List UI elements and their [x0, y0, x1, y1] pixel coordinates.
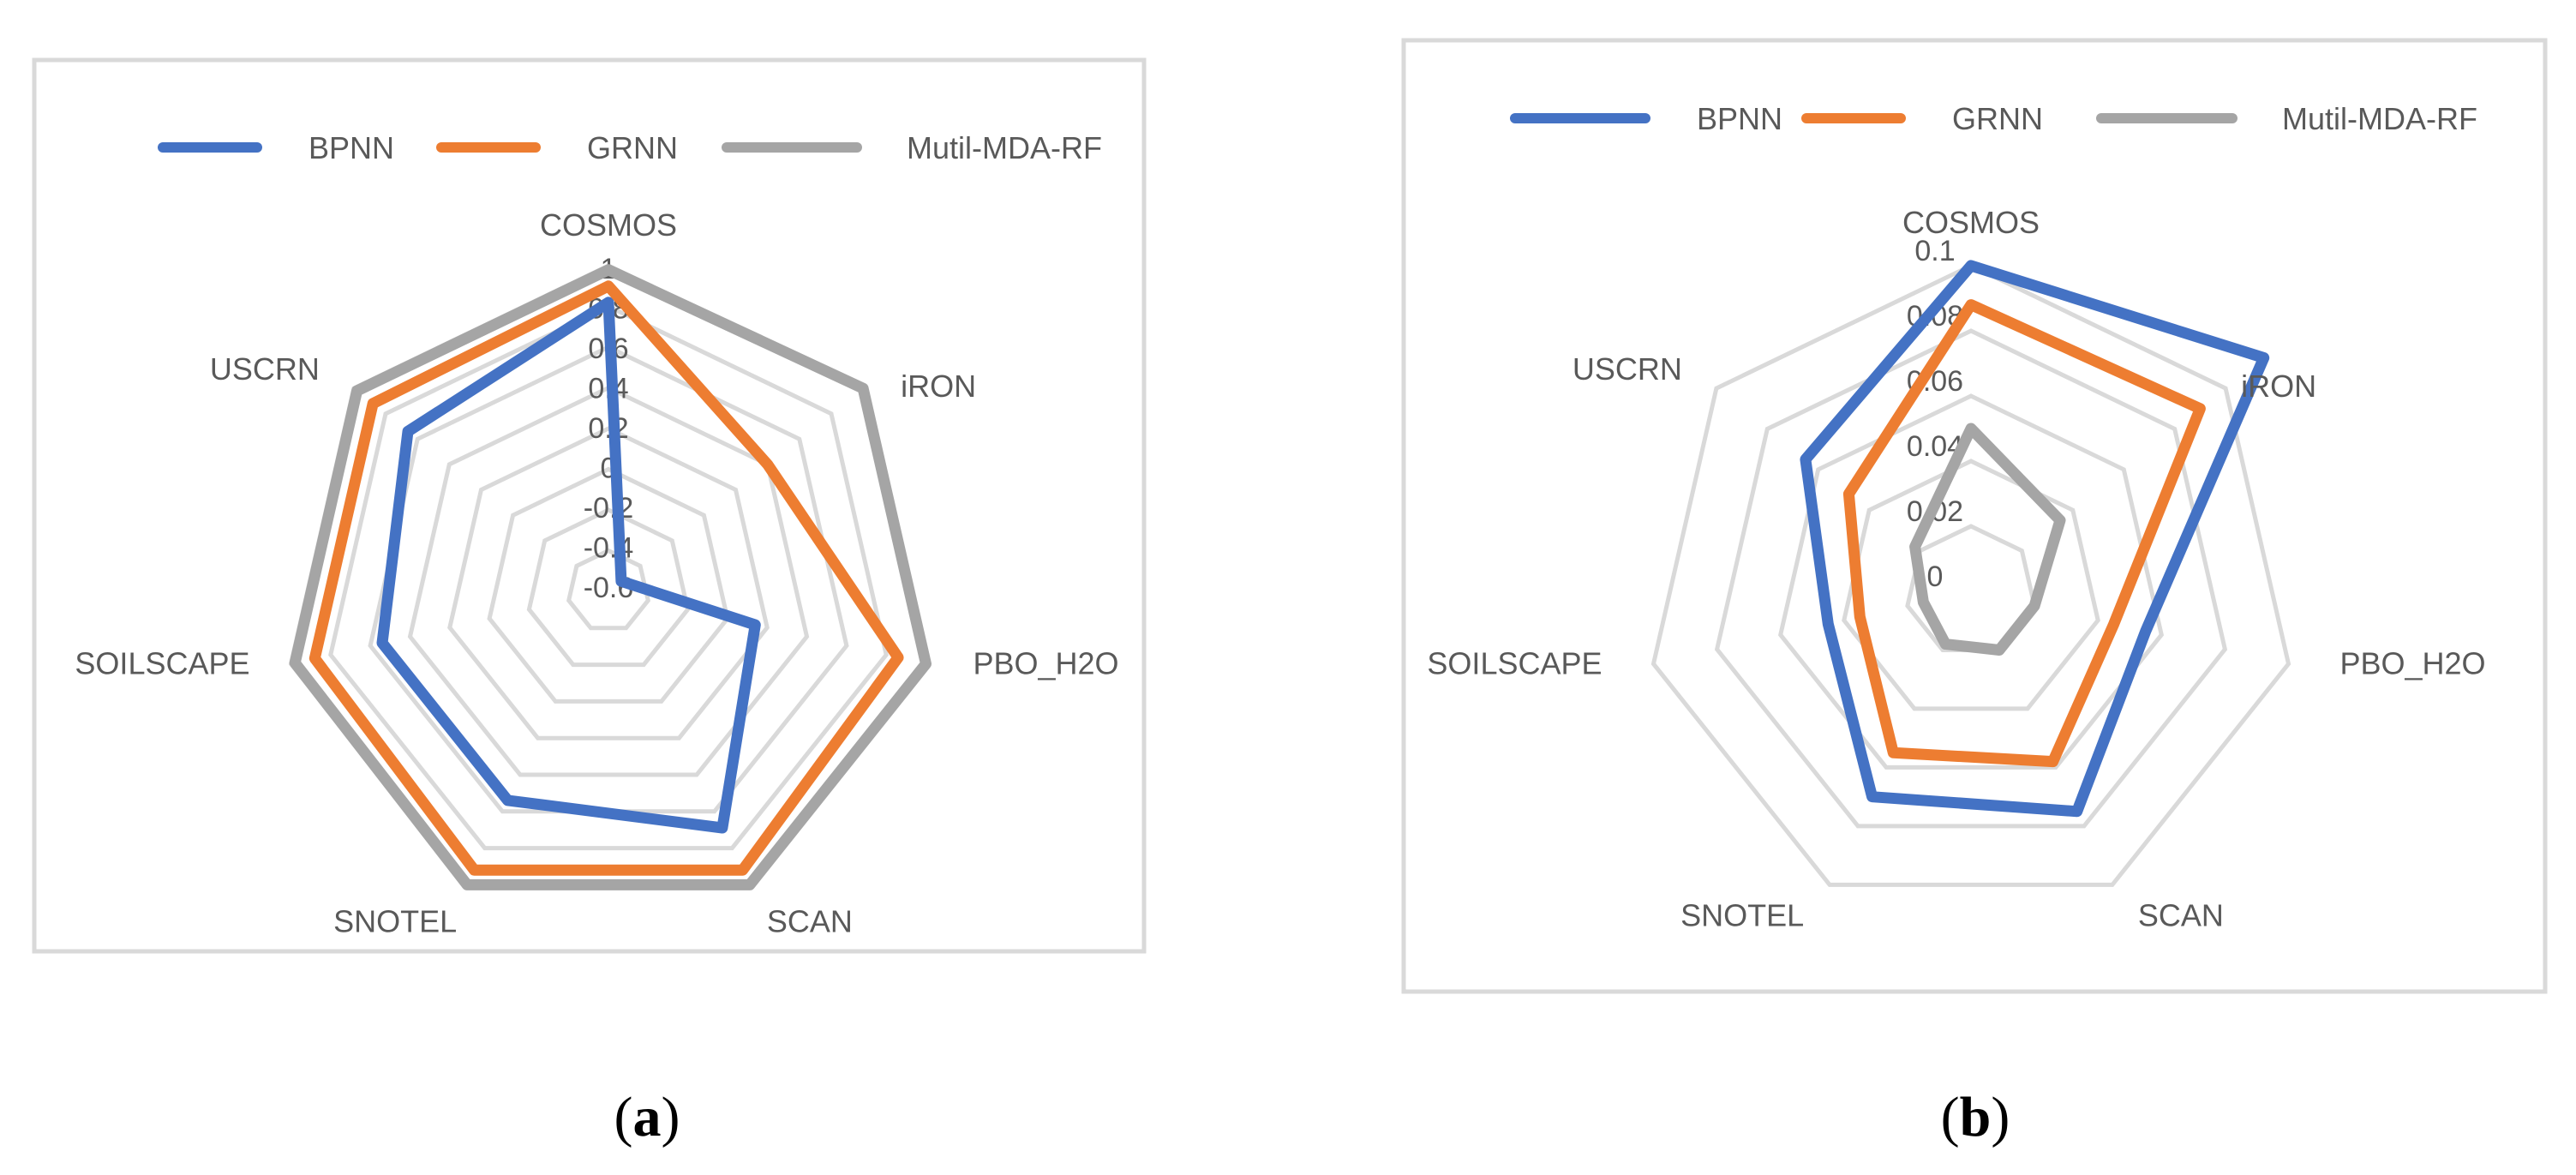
legend-label: Mutil-MDA-RF [907, 130, 1102, 165]
grid-ring [328, 303, 889, 851]
category-label: SCAN [767, 903, 853, 938]
radial-tick-label: 0 [1927, 561, 1944, 593]
legend-label: BPNN [309, 130, 394, 165]
series-line-mutil-mda-rf [1909, 423, 2066, 656]
series-line-grnn [309, 280, 904, 876]
category-label: PBO_H2O [2339, 646, 2485, 681]
panel-caption: (b) [1941, 1086, 2010, 1148]
category-label: SNOTEL [333, 903, 457, 938]
series-line-mutil-mda-rf [289, 264, 932, 890]
legend-label: GRNN [587, 130, 678, 165]
panel-frame [32, 57, 1147, 954]
category-label: SOILSCAPE [1427, 646, 1602, 681]
series-line-grnn [1842, 299, 2206, 768]
grid-ring [407, 385, 810, 777]
radar-panel-b: 0.10.080.060.040.020COSMOSiRONPBO_H2OSCA… [1401, 38, 2548, 1148]
grid-ring [1842, 459, 2100, 711]
radial-tick-label: -0.2 [584, 492, 634, 525]
legend-label: Mutil-MDA-RF [2282, 101, 2477, 136]
category-label: SNOTEL [1680, 897, 1804, 932]
category-label: SCAN [2138, 897, 2224, 932]
category-label: iRON [901, 369, 976, 404]
category-label: COSMOS [540, 207, 677, 243]
series-line-bpnn [1800, 260, 2270, 818]
category-label: SOILSCAPE [75, 646, 249, 681]
grid-ring [487, 466, 730, 704]
category-label: iRON [2241, 369, 2316, 404]
radar-panel-a: 10.80.60.40.20-0.2-0.4-0.6COSMOSiRONPBO_… [32, 57, 1147, 1148]
category-label: PBO_H2O [973, 646, 1118, 681]
legend-label: GRNN [1952, 101, 2043, 136]
legend-label: BPNN [1697, 101, 1782, 136]
category-label: COSMOS [1902, 205, 2040, 240]
grid-ring [526, 507, 691, 668]
category-label: USCRN [1573, 351, 1682, 387]
radial-tick-label: -0.4 [584, 532, 634, 565]
series-line-bpnn [376, 297, 761, 834]
category-label: USCRN [210, 351, 320, 387]
grid-ring [447, 426, 770, 740]
grid-ring [566, 548, 651, 631]
panel-caption: (a) [614, 1086, 680, 1148]
panel-frame [1401, 38, 2548, 994]
radial-tick-label: 0.1 [1914, 235, 1955, 267]
